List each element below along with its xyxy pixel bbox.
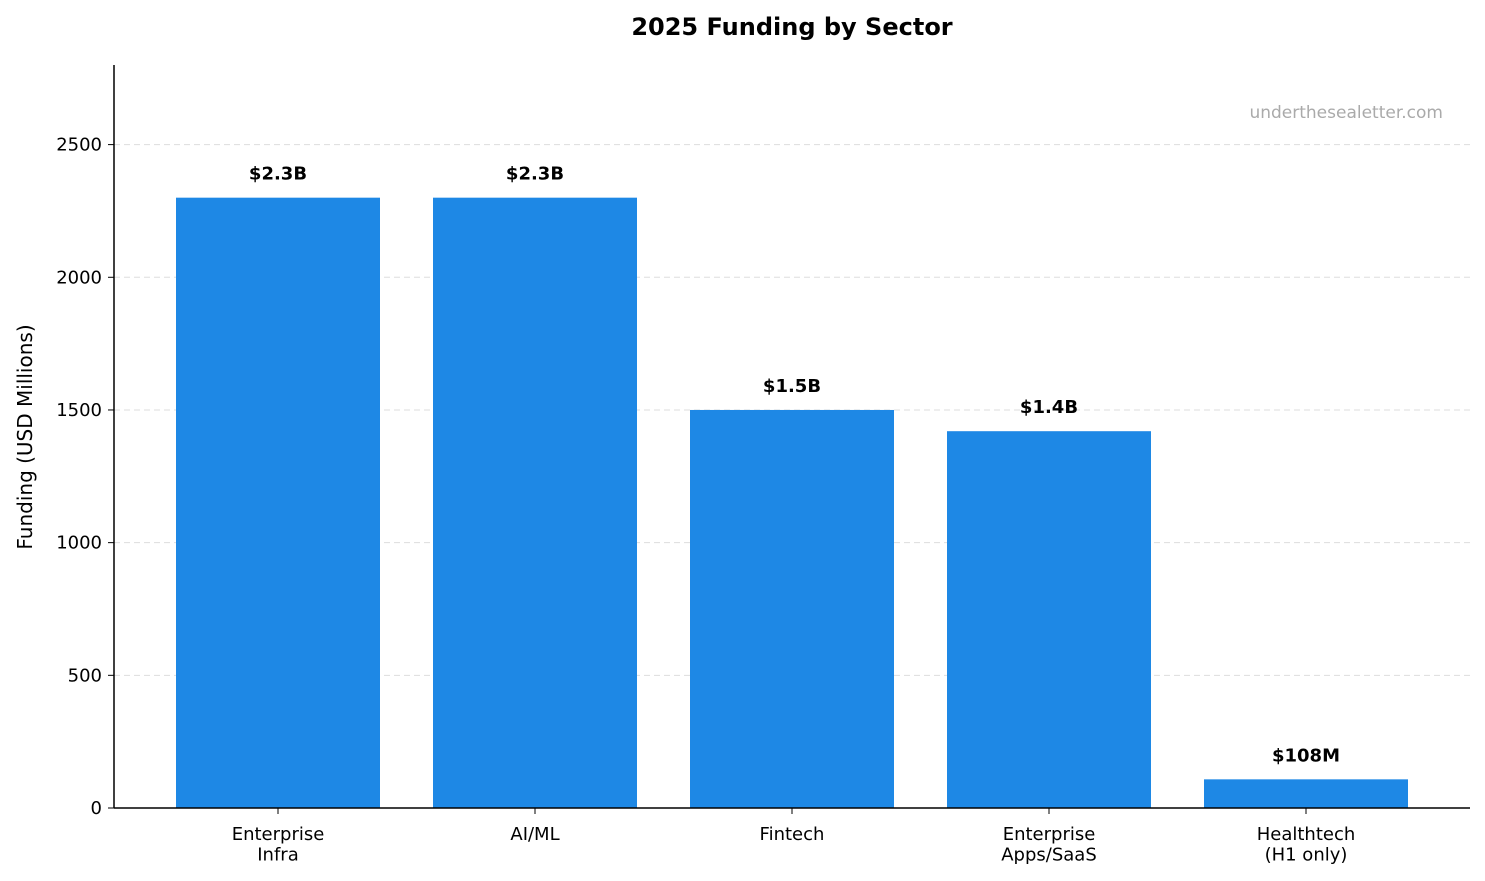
x-tick-label: Healthtech (H1 only) xyxy=(1257,824,1356,866)
y-tick-label: 2500 xyxy=(56,135,102,156)
y-tick-label: 1000 xyxy=(56,533,102,554)
y-tick-label: 2000 xyxy=(56,267,102,288)
value-label: $1.5B xyxy=(763,376,821,397)
x-tick-label: Enterprise Apps/SaaS xyxy=(1001,824,1097,866)
chart-title: 2025 Funding by Sector xyxy=(631,13,952,41)
value-label: $2.3B xyxy=(249,164,307,185)
x-tick-label: Fintech xyxy=(760,824,825,845)
bar xyxy=(176,197,380,808)
bar xyxy=(433,197,637,808)
y-tick-label: 1500 xyxy=(56,400,102,421)
x-tick-label: AI/ML xyxy=(510,824,559,845)
value-label: $1.4B xyxy=(1020,397,1078,418)
y-tick-label: 500 xyxy=(68,665,102,686)
watermark: underthesealetter.com xyxy=(1249,103,1443,123)
bar xyxy=(1204,779,1408,808)
y-tick-label: 0 xyxy=(91,798,102,819)
bar xyxy=(690,409,894,808)
bar xyxy=(947,431,1151,808)
value-label: $108M xyxy=(1272,745,1340,766)
x-tick-label: Enterprise Infra xyxy=(232,824,325,866)
value-label: $2.3B xyxy=(506,164,564,185)
y-axis-label: Funding (USD Millions) xyxy=(13,324,37,549)
